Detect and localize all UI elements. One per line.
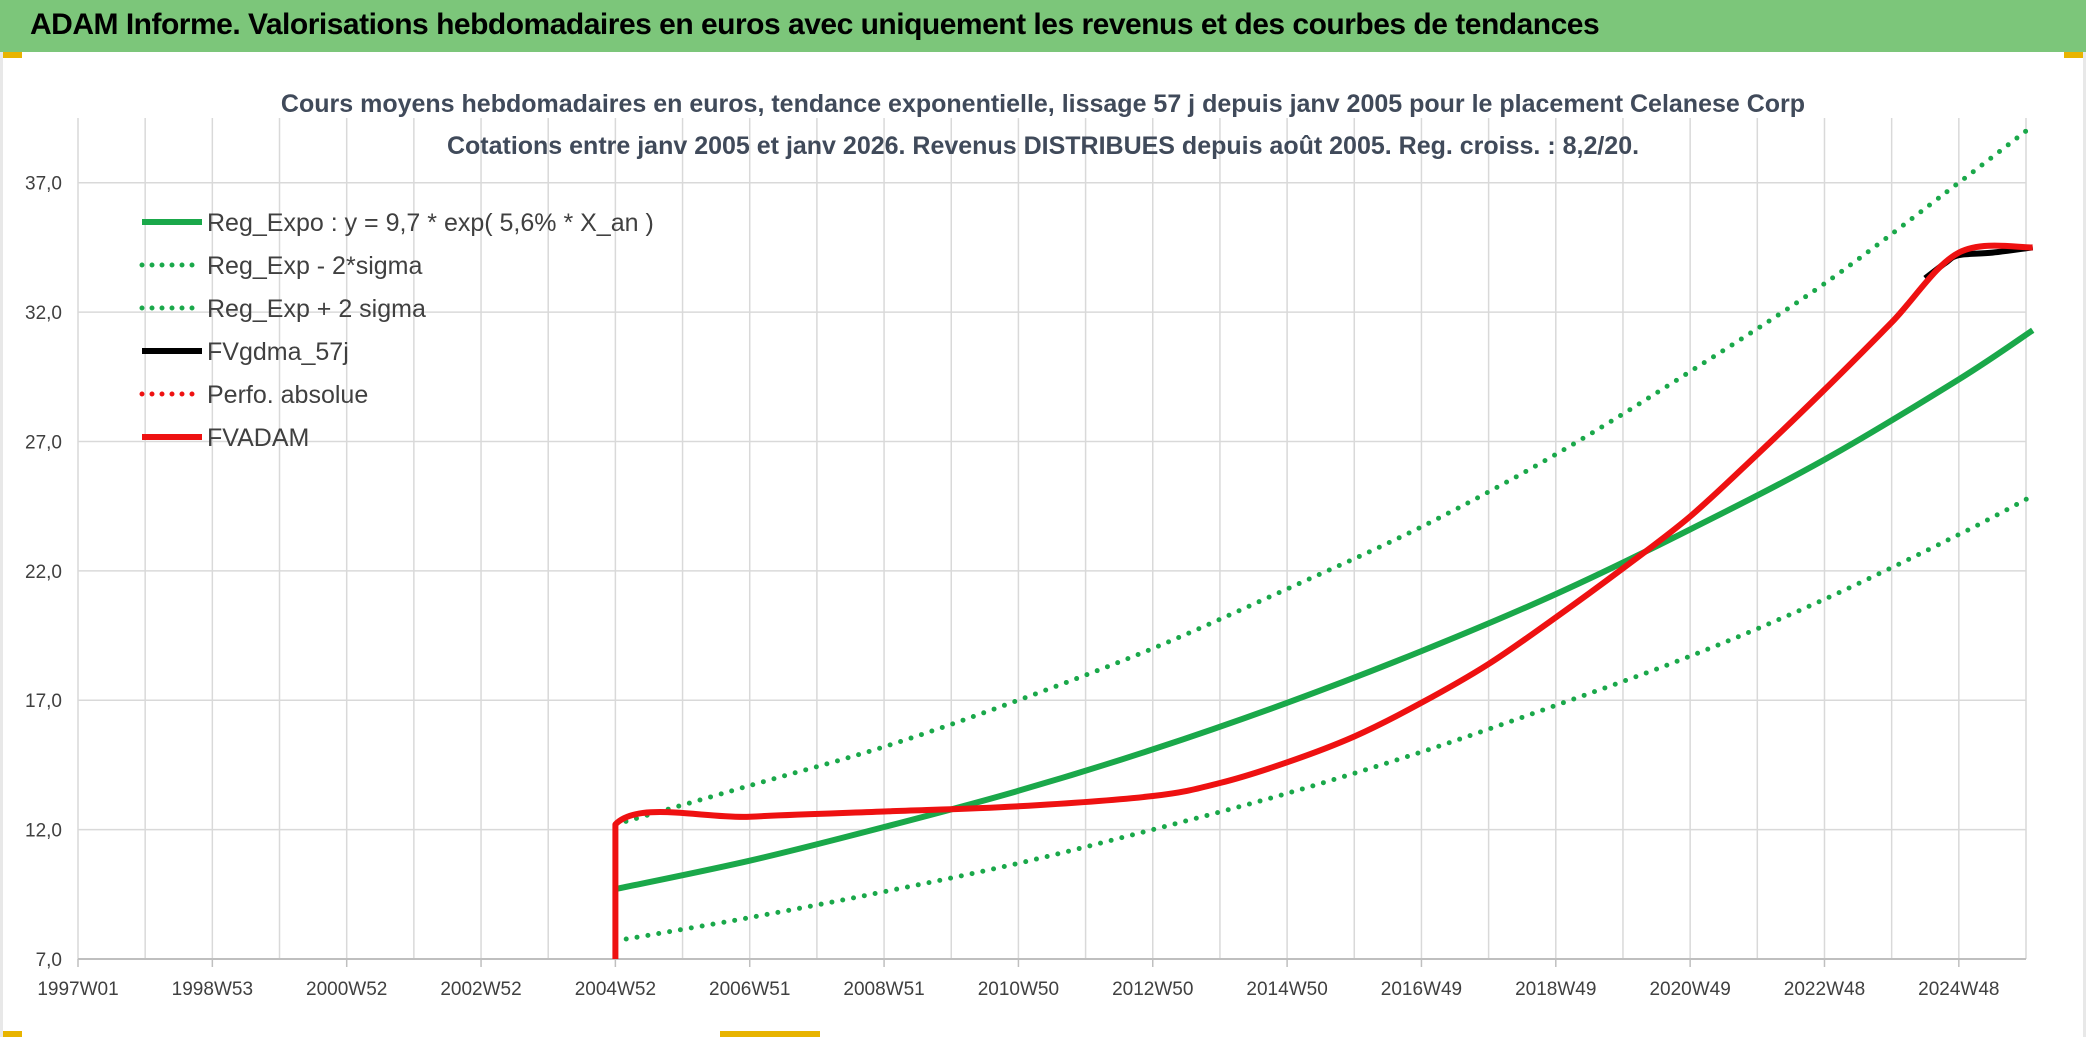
series-line-2 [612,123,2036,827]
x-tick-label: 1997W01 [37,979,118,1000]
y-tick-label: 37,0 [25,174,62,195]
corner-mark-right [2064,52,2086,58]
gridlines [77,118,2027,960]
x-tick-label: 2004W52 [575,979,656,1000]
chart-frame [0,52,2086,1037]
x-tick-label: 2024W48 [1918,979,1999,1000]
x-tick-label: 2002W52 [440,979,521,1000]
legend-label: FVgdma_57j [207,338,349,366]
x-tick-label: 2006W51 [709,979,790,1000]
legend-label: FVADAM [207,424,309,452]
report-header: ADAM Informe. Valorisations hebdomadaire… [0,0,2086,52]
x-axis-ticks: 1997W01 1998W53 2000W52 2002W52 2004W52 2006W… [37,959,1999,1000]
legend-label: Perfo. absolue [207,381,368,409]
legend: Reg_Expo : y = 9,7 * exp( 5,6% * X_an ) R… [139,209,654,452]
legend-label: Reg_Expo : y = 9,7 * exp( 5,6% * X_an ) [207,209,654,237]
x-tick-label: 1998W53 [172,979,253,1000]
x-tick-label: 2020W49 [1649,979,1730,1000]
x-tick-label: 2014W50 [1246,979,1327,1000]
bottom-marker [720,1031,820,1037]
y-tick-label: 22,0 [25,562,62,583]
series-line-0 [614,327,2035,893]
legend-label: Reg_Exp - 2*sigma [207,252,422,280]
series-line-1 [612,493,2036,944]
y-tick-label: 32,0 [25,303,62,324]
y-tick-label: 17,0 [25,691,62,712]
x-tick-label: 2010W50 [978,979,1059,1000]
chart-subtitle: Cotations entre janv 2005 et janv 2026. … [447,132,1639,160]
y-tick-label: 12,0 [25,821,62,842]
corner-mark-bottom-left [0,1031,22,1037]
x-tick-label: 2018W49 [1515,979,1596,1000]
y-tick-label: 27,0 [25,432,62,453]
x-tick-label: 2000W52 [306,979,387,1000]
chart-title: Cours moyens hebdomadaires en euros, ten… [281,90,1805,118]
series-line-5 [612,242,2033,959]
legend-label: Reg_Exp + 2 sigma [207,295,426,323]
x-tick-label: 2012W50 [1112,979,1193,1000]
y-tick-label: 7,0 [36,950,62,971]
report-title: ADAM Informe. Valorisations hebdomadaire… [30,8,1600,41]
x-tick-label: 2008W51 [843,979,924,1000]
series-lines [612,123,2036,959]
x-tick-label: 2022W48 [1784,979,1865,1000]
y-axis-ticks: 7,0 12,0 17,0 22,0 27,0 32,0 37,0 [25,174,62,971]
corner-mark-left [0,52,22,58]
x-tick-label: 2016W49 [1381,979,1462,1000]
